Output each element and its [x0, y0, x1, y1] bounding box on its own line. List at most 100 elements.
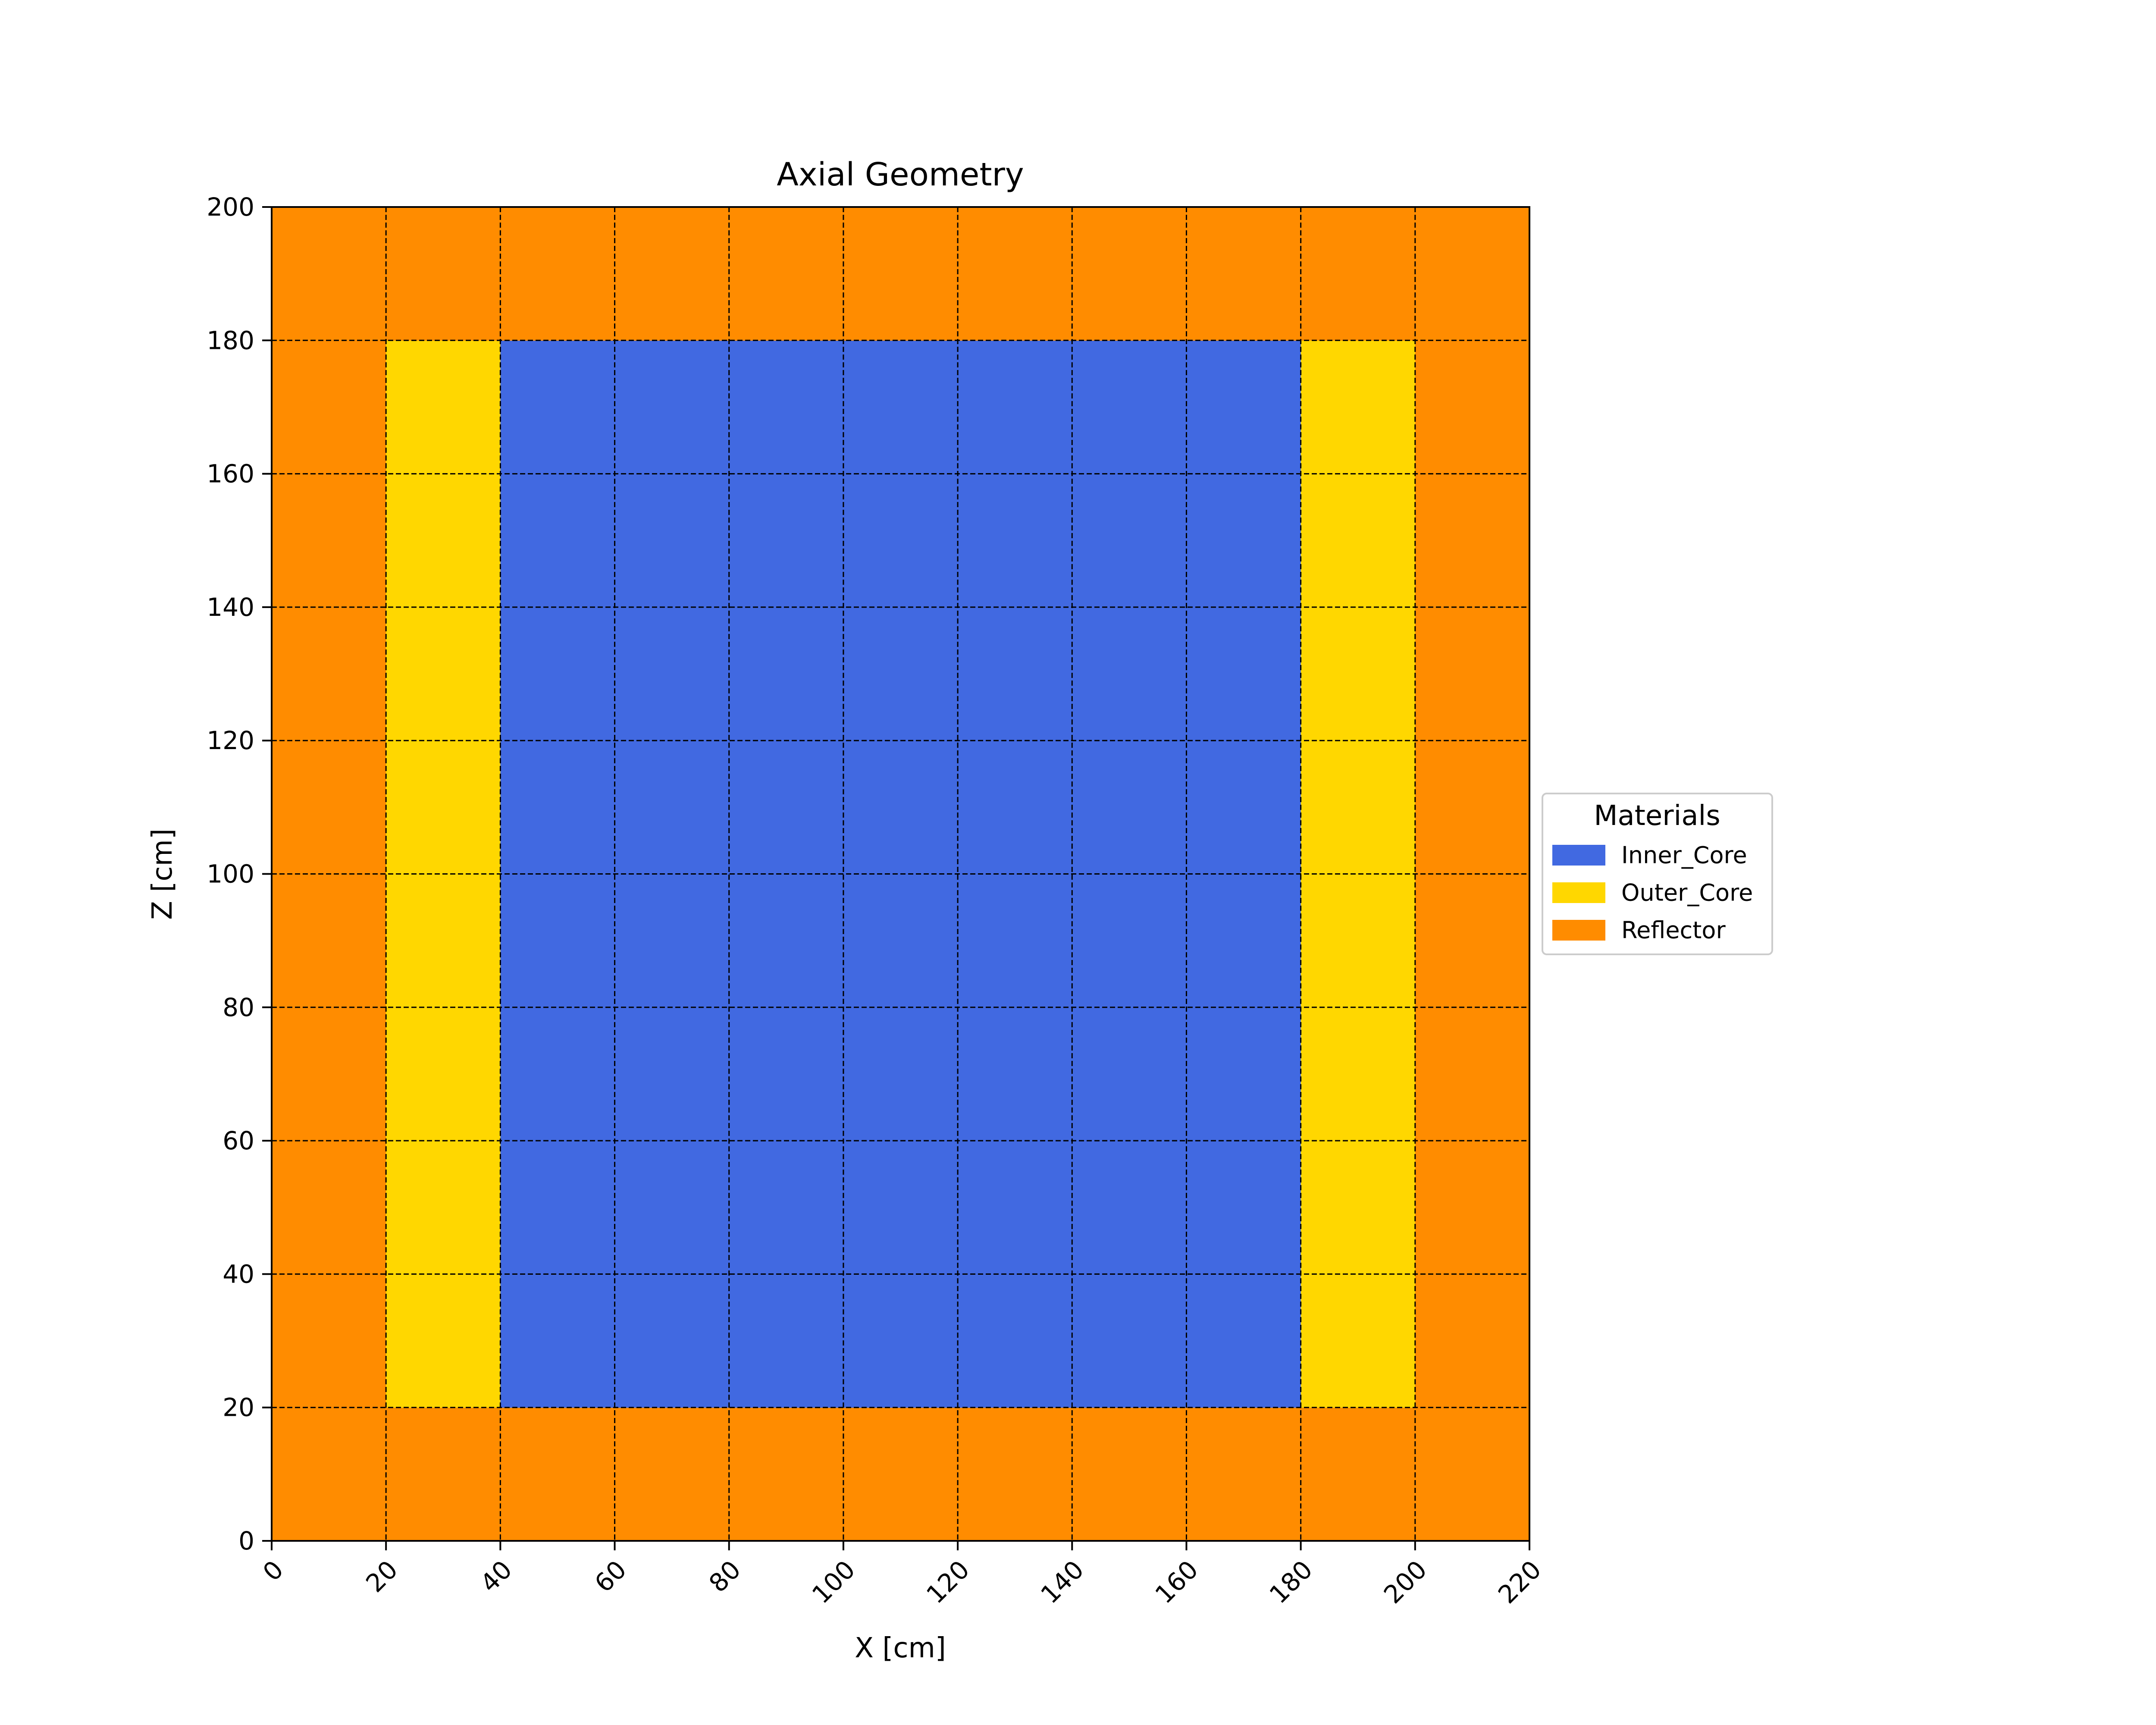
cell-outer-core [1300, 740, 1416, 875]
legend-label: Inner_Core [1621, 842, 1747, 869]
cell-reflector [1415, 1007, 1530, 1141]
cell-outer-core [386, 607, 501, 741]
cell-inner-core [958, 340, 1072, 474]
cell-reflector [272, 1274, 386, 1408]
cell-inner-core [1186, 1274, 1301, 1408]
legend: Materials Inner_Core Outer_Core Reflector [1542, 793, 1773, 955]
legend-entries: Inner_Core Outer_Core Reflector [1552, 842, 1753, 944]
cell-inner-core [1072, 1274, 1187, 1408]
cell-reflector [1415, 340, 1530, 474]
cell-reflector [1186, 207, 1301, 341]
cell-outer-core [1300, 1141, 1416, 1274]
cell-inner-core [843, 1007, 958, 1141]
cell-inner-core [729, 740, 844, 875]
cell-inner-core [958, 607, 1072, 741]
cell-inner-core [1072, 1141, 1187, 1274]
cell-reflector [272, 607, 386, 741]
cell-reflector [272, 1141, 386, 1274]
x-tick-label: 20 [360, 1555, 403, 1598]
cell-inner-core [1186, 1007, 1301, 1141]
cell-inner-core [843, 340, 958, 474]
x-tick-label: 120 [921, 1555, 975, 1609]
y-tick-label: 40 [222, 1259, 254, 1289]
cell-reflector [272, 207, 386, 341]
cell-inner-core [1186, 1141, 1301, 1274]
cell-inner-core [729, 1274, 844, 1408]
cell-outer-core [386, 340, 501, 474]
cell-reflector [1300, 207, 1416, 341]
y-tick-label: 20 [222, 1393, 254, 1422]
x-tick-label: 60 [589, 1555, 632, 1598]
x-tick-label: 0 [257, 1555, 289, 1587]
cell-reflector [272, 1007, 386, 1141]
cell-inner-core [1186, 607, 1301, 741]
cell-inner-core [500, 607, 615, 741]
cell-reflector [1415, 607, 1530, 741]
cell-inner-core [614, 474, 730, 608]
cell-reflector [843, 1407, 958, 1541]
cell-inner-core [843, 874, 958, 1008]
cell-inner-core [1072, 1007, 1187, 1141]
cell-inner-core [958, 1007, 1072, 1141]
x-axis-label: X [cm] [855, 1632, 946, 1664]
cell-inner-core [500, 340, 615, 474]
cell-inner-core [843, 607, 958, 741]
cell-reflector [386, 1407, 501, 1541]
y-tick-label: 0 [238, 1526, 254, 1556]
cell-outer-core [386, 1274, 501, 1408]
cell-reflector [386, 207, 501, 341]
cell-inner-core [500, 1141, 615, 1274]
cell-inner-core [1186, 474, 1301, 608]
cell-inner-core [1186, 340, 1301, 474]
cell-reflector [1415, 207, 1530, 341]
x-tick-label: 100 [806, 1555, 861, 1609]
cell-reflector [958, 1407, 1072, 1541]
x-tick-label: 200 [1378, 1555, 1432, 1609]
grid-layer [272, 207, 1529, 1541]
legend-swatch-inner-core [1552, 845, 1605, 866]
cell-outer-core [386, 1141, 501, 1274]
cell-inner-core [843, 1141, 958, 1274]
cell-reflector [958, 207, 1072, 341]
y-tick-label: 180 [207, 326, 254, 355]
x-tick-label: 40 [475, 1555, 518, 1598]
cell-inner-core [843, 1274, 958, 1408]
y-tick-label: 80 [222, 993, 254, 1022]
cell-inner-core [729, 474, 844, 608]
cell-inner-core [614, 740, 730, 875]
cell-inner-core [614, 1274, 730, 1408]
cell-inner-core [958, 740, 1072, 875]
cell-inner-core [500, 874, 615, 1008]
cell-reflector [272, 1407, 386, 1541]
cell-outer-core [1300, 340, 1416, 474]
cell-inner-core [1072, 340, 1187, 474]
cell-inner-core [843, 740, 958, 875]
cell-reflector [1415, 874, 1530, 1008]
cell-inner-core [958, 874, 1072, 1008]
cell-outer-core [386, 474, 501, 608]
cell-inner-core [729, 340, 844, 474]
cell-reflector [1186, 1407, 1301, 1541]
cell-outer-core [386, 874, 501, 1008]
cell-inner-core [843, 474, 958, 608]
cell-inner-core [614, 1007, 730, 1141]
cell-reflector [1415, 1407, 1530, 1541]
cell-inner-core [500, 740, 615, 875]
legend-swatch-reflector [1552, 920, 1605, 941]
cell-outer-core [1300, 474, 1416, 608]
cell-reflector [1300, 1407, 1416, 1541]
cell-inner-core [729, 1141, 844, 1274]
cell-reflector [1072, 207, 1187, 341]
cell-inner-core [729, 607, 844, 741]
cell-reflector [614, 207, 730, 341]
x-tick-label: 140 [1035, 1555, 1089, 1609]
cell-reflector [729, 1407, 844, 1541]
y-tick-label: 100 [207, 859, 254, 889]
cell-reflector [614, 1407, 730, 1541]
x-tick-label: 220 [1492, 1555, 1547, 1609]
cell-outer-core [386, 1007, 501, 1141]
cell-reflector [729, 207, 844, 341]
cell-inner-core [1072, 874, 1187, 1008]
cell-inner-core [614, 340, 730, 474]
